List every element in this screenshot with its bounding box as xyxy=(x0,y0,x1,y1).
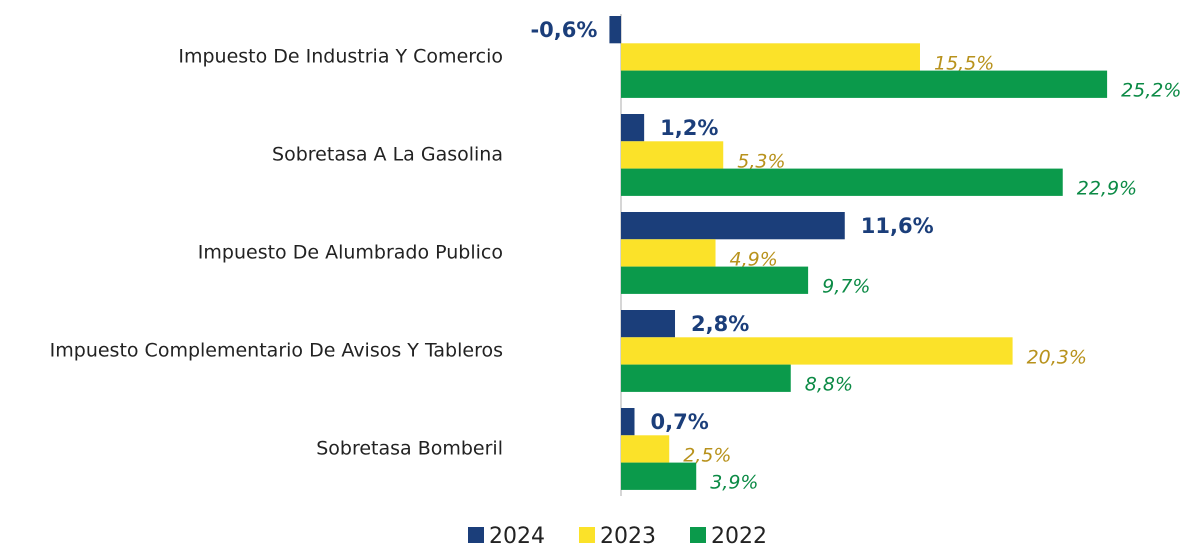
value-label: 3,9% xyxy=(710,472,758,494)
value-label: 2,8% xyxy=(691,312,749,336)
value-label: 1,2% xyxy=(660,116,718,140)
category-label: Impuesto De Alumbrado Publico xyxy=(198,241,503,263)
value-label: 15,5% xyxy=(934,52,994,74)
bar xyxy=(621,114,645,142)
bar xyxy=(621,266,809,294)
bar xyxy=(621,408,635,436)
category-label: Sobretasa Bomberil xyxy=(316,437,503,459)
category-label: Impuesto De Industria Y Comercio xyxy=(178,45,503,67)
value-label: 4,9% xyxy=(730,248,778,270)
bar xyxy=(621,337,1013,365)
value-label: -0,6% xyxy=(530,18,597,42)
bar xyxy=(621,70,1108,98)
bar xyxy=(621,435,670,463)
legend-swatch xyxy=(468,527,484,543)
value-label: 11,6% xyxy=(861,214,934,238)
value-label: 2,5% xyxy=(683,444,731,466)
value-label: 9,7% xyxy=(822,276,870,298)
bar xyxy=(621,168,1063,196)
value-label: 25,2% xyxy=(1121,80,1181,102)
legend-label: 2023 xyxy=(600,524,656,549)
value-label: 20,3% xyxy=(1027,346,1087,368)
bar xyxy=(621,212,845,240)
bar xyxy=(609,16,621,44)
value-label: 0,7% xyxy=(651,410,709,434)
category-label: Impuesto Complementario De Avisos Y Tabl… xyxy=(50,339,503,361)
value-label: 5,3% xyxy=(737,150,785,172)
legend-label: 2024 xyxy=(489,524,545,549)
legend-label: 2022 xyxy=(711,524,767,549)
legend-swatch xyxy=(690,527,706,543)
bar xyxy=(621,141,724,169)
bar xyxy=(621,310,676,338)
legend-swatch xyxy=(579,527,595,543)
value-label: 22,9% xyxy=(1077,178,1137,200)
category-label: Sobretasa A La Gasolina xyxy=(272,143,503,165)
bar xyxy=(621,462,697,490)
bar xyxy=(621,364,791,392)
bar xyxy=(621,43,920,71)
bar xyxy=(621,239,716,267)
value-label: 8,8% xyxy=(805,374,853,396)
